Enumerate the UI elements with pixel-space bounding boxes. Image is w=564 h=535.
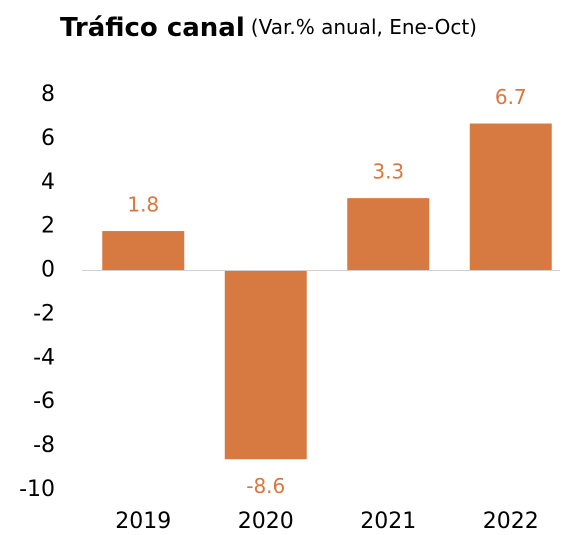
x-tick-label: 2021 bbox=[360, 509, 416, 534]
x-tick-label: 2020 bbox=[238, 509, 294, 534]
bar bbox=[102, 231, 185, 271]
y-tick-label: -6 bbox=[33, 389, 55, 414]
y-tick-label: 2 bbox=[41, 214, 55, 239]
value-label: 1.8 bbox=[127, 193, 159, 217]
value-label: -8.6 bbox=[246, 474, 285, 498]
y-tick-label: -8 bbox=[33, 433, 55, 458]
bar bbox=[347, 198, 430, 271]
x-tick-label: 2019 bbox=[115, 509, 171, 534]
chart-title: Tráfico canal (Var.% anual, Ene-Oct) bbox=[60, 13, 477, 43]
value-label: 3.3 bbox=[372, 160, 404, 184]
y-tick-label: 4 bbox=[41, 170, 55, 195]
y-tick-label: -10 bbox=[19, 477, 55, 502]
value-label: 6.7 bbox=[495, 85, 527, 109]
y-tick-label: -2 bbox=[33, 301, 55, 326]
subtitle: (Var.% anual, Ene-Oct) bbox=[251, 15, 477, 39]
bar bbox=[224, 270, 307, 460]
y-tick-label: 0 bbox=[41, 258, 55, 283]
bar bbox=[469, 123, 552, 271]
y-tick-label: 6 bbox=[41, 126, 55, 151]
y-tick-label: 8 bbox=[41, 82, 55, 107]
y-tick-label: -4 bbox=[33, 345, 55, 370]
title: Tráfico canal bbox=[60, 13, 245, 43]
x-tick-label: 2022 bbox=[483, 509, 539, 534]
